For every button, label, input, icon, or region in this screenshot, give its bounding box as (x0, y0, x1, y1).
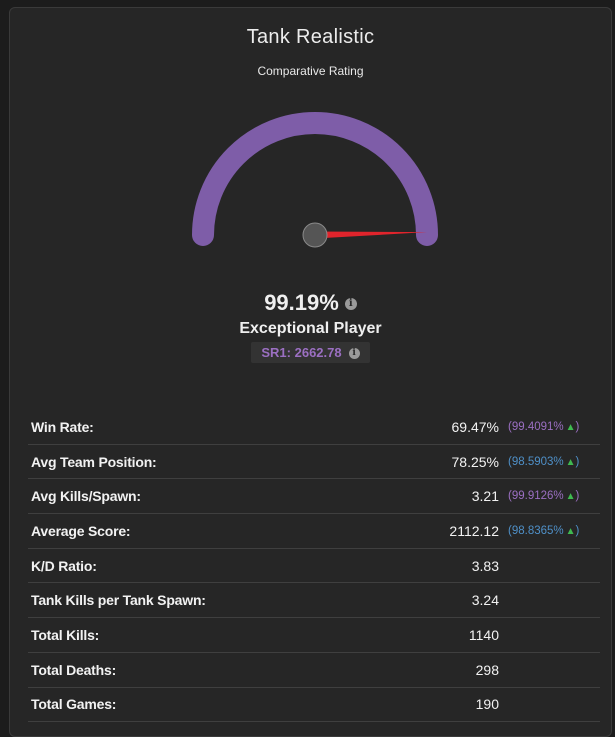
sr-row: SR1: 2662.78 i (10, 342, 611, 363)
stat-value: 298 (391, 652, 499, 688)
stat-label: Tank Kills per Tank Spawn: (28, 582, 392, 619)
rating-panel: Tank Realistic Comparative Rating 99.19%… (9, 7, 612, 737)
stat-row: Total Games: 190 (28, 687, 600, 723)
stat-percentile-value: 99.9126% (511, 490, 564, 503)
stat-value: 69.47% (391, 410, 499, 445)
up-arrow-icon: ▲ (565, 525, 576, 537)
rating-gauge (192, 112, 438, 248)
rating-percent-row: 99.19% i (10, 290, 611, 316)
stat-row: Total Deaths: 298 (28, 652, 600, 688)
stat-percentile-value: 98.5903% (511, 455, 564, 468)
stat-percentile: (98.8365% ▲) (499, 513, 600, 549)
page-title: Tank Realistic (246, 26, 375, 48)
stat-row: Win Rate: 69.47% (99.4091% ▲) (28, 410, 600, 445)
stat-label: Total Deaths: (28, 652, 392, 688)
stat-label: Avg Kills/Spawn: (28, 478, 392, 515)
stat-value: 1140 (391, 617, 499, 653)
stat-percentile-value: 98.8365% (511, 524, 564, 537)
stat-value: 3.83 (391, 548, 499, 584)
stat-label: K/D Ratio: (28, 548, 392, 584)
stat-label: Win Rate: (28, 410, 392, 445)
stat-row: Tank Kills per Tank Spawn: 3.24 (28, 582, 600, 619)
sr-info-icon[interactable]: i (348, 348, 360, 360)
rating-tier: Exceptional Player (239, 320, 382, 337)
stat-label: Total Games: (28, 687, 392, 723)
up-arrow-icon: ▲ (565, 421, 576, 433)
stat-percentile-value: 99.4091% (511, 420, 564, 433)
stat-label: Total Kills: (28, 617, 392, 653)
gauge-subtitle: Comparative Rating (257, 64, 364, 78)
up-arrow-icon: ▲ (565, 456, 576, 468)
stat-row: Average Score: 2112.12 (98.8365% ▲) (28, 513, 600, 549)
stats-table: Win Rate: 69.47% (99.4091% ▲) Avg Team Posit… (28, 410, 600, 723)
stat-value: 190 (391, 687, 499, 723)
stat-value: 2112.12 (391, 513, 499, 549)
gauge-arc (192, 112, 438, 246)
info-icon[interactable]: i (344, 298, 357, 311)
stat-percentile: (99.4091% ▲) (499, 410, 600, 445)
stat-percentile: (99.9126% ▲) (499, 478, 600, 515)
sr-badge: SR1: 2662.78 i (251, 342, 370, 363)
gauge-hub (302, 222, 328, 248)
stat-percentile: (98.5903% ▲) (499, 444, 600, 480)
rating-percent: 99.19% (264, 290, 339, 315)
stat-value: 3.24 (391, 582, 499, 619)
stat-row: Total Kills: 1140 (28, 617, 600, 653)
stat-row: Avg Team Position: 78.25% (98.5903% ▲) (28, 444, 600, 480)
up-arrow-icon: ▲ (565, 491, 576, 503)
gauge-needle (314, 231, 427, 239)
stat-label: Avg Team Position: (28, 444, 392, 480)
sr-value: SR1: 2662.78 (261, 345, 342, 360)
stat-value: 78.25% (391, 444, 499, 480)
stat-row: Avg Kills/Spawn: 3.21 (99.9126% ▲) (28, 478, 600, 515)
stat-row: K/D Ratio: 3.83 (28, 548, 600, 584)
stat-label: Average Score: (28, 513, 392, 549)
stat-value: 3.21 (391, 478, 499, 515)
